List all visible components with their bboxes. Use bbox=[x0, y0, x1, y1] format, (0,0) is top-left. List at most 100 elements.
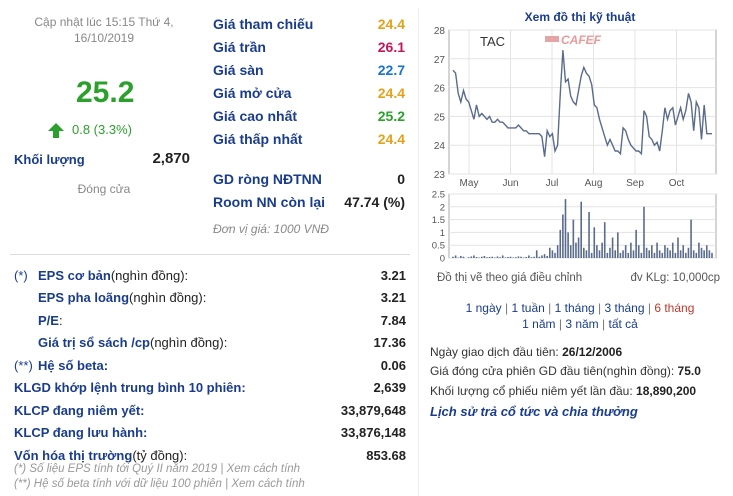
volume-bar bbox=[598, 250, 601, 258]
volume-bar bbox=[517, 256, 520, 258]
period-all[interactable]: tất cả bbox=[608, 317, 638, 331]
period-1-month[interactable]: 1 tháng bbox=[554, 301, 595, 315]
volume-bar bbox=[705, 245, 708, 258]
foreign-value: 0 bbox=[397, 170, 405, 187]
price-y-tick: 23 bbox=[434, 170, 446, 181]
financial-value: 853.68 bbox=[366, 447, 406, 463]
volume-bar bbox=[679, 250, 682, 258]
financial-row: (**) Hệ số beta: 0.06 bbox=[14, 354, 406, 377]
update-time: Cập nhật lúc 15:15 Thứ 4, 16/10/2019 bbox=[34, 15, 174, 45]
period-1-year[interactable]: 1 năm bbox=[522, 317, 556, 331]
period-selector: 1 ngày | 1 tuần | 1 tháng | 3 tháng | 6 … bbox=[430, 300, 730, 332]
volume-bar bbox=[685, 252, 687, 258]
period-1-day[interactable]: 1 ngày bbox=[465, 301, 502, 315]
volume-bar bbox=[658, 250, 661, 258]
info-value: 26/12/2006 bbox=[562, 345, 623, 359]
volume-bar bbox=[583, 247, 585, 258]
period-6-months[interactable]: 6 tháng bbox=[654, 301, 695, 315]
volume-bar bbox=[494, 257, 496, 258]
beta-footnote[interactable]: (**) Hệ số beta tính với dữ liệu 100 phi… bbox=[14, 478, 305, 490]
volume-bar bbox=[603, 222, 606, 258]
initial-listed-volume: Khối lượng cổ phiếu niêm yết lần đầu: 18… bbox=[430, 384, 696, 398]
financial-table: (*) EPS cơ bản (nghìn đồng): 3.21 EPS pha … bbox=[14, 264, 406, 467]
foreign-label: Room NN còn lại bbox=[213, 193, 326, 210]
volume-bar bbox=[698, 242, 700, 258]
volume-bar bbox=[661, 252, 664, 258]
price-change-value: 0.8 (3.3%) bbox=[72, 122, 132, 137]
dividend-history-link[interactable]: Lịch sử trả cổ tức và chia thưởng bbox=[430, 404, 638, 419]
volume-bar bbox=[643, 206, 645, 258]
technical-chart-link[interactable]: Xem đồ thị kỹ thuật bbox=[524, 10, 636, 24]
volume-bar bbox=[711, 252, 713, 258]
price-y-tick: 25 bbox=[434, 112, 446, 123]
volume-bar bbox=[648, 250, 651, 258]
price-label: Giá tham chiếu bbox=[213, 15, 314, 32]
volume-bar bbox=[512, 257, 514, 258]
volume-bar bbox=[606, 252, 609, 258]
volume-bar bbox=[548, 247, 551, 258]
section-divider bbox=[10, 254, 410, 255]
eps-footnote[interactable]: (*) Số liệu EPS tính tới Quý II năm 2019… bbox=[14, 463, 301, 475]
volume-bar bbox=[554, 252, 556, 258]
period-3-months[interactable]: 3 tháng bbox=[604, 301, 645, 315]
price-series-line bbox=[452, 50, 712, 157]
volume-bar bbox=[569, 245, 572, 258]
info-value: 18,890,200 bbox=[636, 384, 697, 398]
price-y-tick: 27 bbox=[434, 55, 446, 66]
volume-bar bbox=[546, 255, 548, 258]
financial-value: 3.21 bbox=[380, 267, 406, 283]
market-status: Đóng cửa bbox=[77, 182, 131, 196]
volume-bar bbox=[580, 201, 582, 258]
volume-bar bbox=[671, 242, 674, 258]
financial-unit: (nghìn đồng): bbox=[110, 267, 189, 283]
volume-bar bbox=[596, 245, 598, 258]
volume-bar bbox=[614, 250, 617, 258]
volume-bar bbox=[708, 250, 711, 258]
first-close-price: Giá đóng cửa phiên GD đầu tiên(nghìn đồn… bbox=[430, 364, 701, 378]
volume-bar bbox=[514, 257, 517, 258]
price-chart[interactable]: 23 24 25 26 27 28 May Jun Jul Aug Sep Oct TAC CAFE… bbox=[428, 26, 718, 264]
volume-bar bbox=[562, 214, 564, 258]
volume-bar bbox=[632, 250, 635, 258]
volume-bar bbox=[588, 211, 590, 258]
volume-bar bbox=[627, 252, 630, 258]
financial-label: Hệ số beta: bbox=[38, 357, 109, 373]
period-1-week[interactable]: 1 tuần bbox=[511, 301, 545, 315]
volume-bar bbox=[473, 255, 475, 258]
financial-value: 17.36 bbox=[373, 335, 406, 351]
financial-label: P/E bbox=[38, 312, 59, 328]
foreign-value: 47.74 (%) bbox=[344, 193, 405, 210]
foreign-row: GD ròng NĐTNN 0 bbox=[213, 167, 405, 190]
financial-row: Vốn hóa thị trường (tỷ đồng): 853.68 bbox=[14, 444, 406, 467]
period-3-years[interactable]: 3 năm bbox=[565, 317, 599, 331]
footnote-mark: (*) bbox=[14, 267, 28, 283]
financial-row: KLGD khớp lệnh trung bình 10 phiên: 2,639 bbox=[14, 377, 406, 400]
volume-bar bbox=[452, 256, 454, 258]
volume-bar bbox=[674, 252, 677, 258]
volume-bar bbox=[520, 256, 522, 258]
volume-bar bbox=[656, 242, 658, 258]
chart-ticker: TAC bbox=[480, 34, 505, 49]
volume-bar bbox=[522, 257, 525, 258]
volume-bar bbox=[538, 256, 541, 258]
volume-grid bbox=[449, 193, 716, 259]
x-tick-label: Jul bbox=[546, 178, 559, 189]
price-label: Giá mở cửa bbox=[213, 84, 292, 101]
price-row: Giá trần 26.1 bbox=[213, 35, 405, 58]
volume-bar bbox=[475, 256, 478, 258]
financial-label: KLCP đang niêm yết: bbox=[14, 402, 145, 418]
financial-row: EPS pha loãng (nghìn đồng): 3.21 bbox=[14, 287, 406, 310]
financial-unit: : bbox=[58, 312, 63, 328]
price-grid bbox=[449, 29, 716, 175]
volume-y-tick: 1.5 bbox=[432, 215, 445, 226]
volume-y-tick: 0.5 bbox=[432, 241, 445, 252]
price-table: Giá tham chiếu 24.4 Giá trần 26.1 Giá sàn 2… bbox=[213, 12, 405, 150]
volume-bar bbox=[543, 254, 546, 258]
price-row: Giá sàn 22.7 bbox=[213, 58, 405, 81]
volume-bar bbox=[559, 229, 562, 258]
volume-bar bbox=[525, 256, 528, 258]
financial-label: Giá trị sổ sách /cp bbox=[38, 335, 150, 351]
financial-row: (*) EPS cơ bản (nghìn đồng): 3.21 bbox=[14, 264, 406, 287]
volume-bar bbox=[664, 245, 666, 258]
volume-bar bbox=[677, 237, 679, 258]
